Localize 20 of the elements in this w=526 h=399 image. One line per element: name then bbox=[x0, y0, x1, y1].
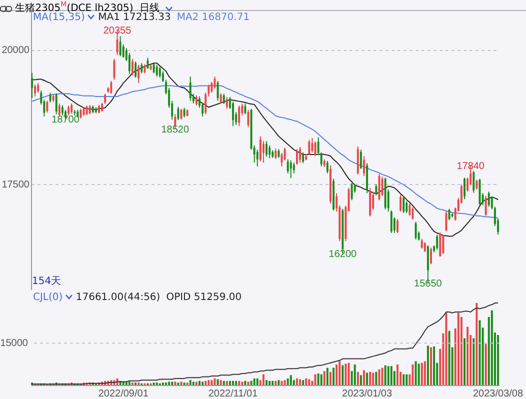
annotation: 18520 bbox=[161, 124, 190, 136]
x-tick-label: 2023/01/03 bbox=[342, 388, 392, 399]
annotation: 17661.00(44:56) bbox=[76, 292, 160, 303]
y-tick-label: 20000 bbox=[2, 45, 30, 56]
text: MA1 17213.33 bbox=[98, 12, 171, 23]
y-tick-label: 17500 bbox=[2, 180, 30, 191]
annotation: 18700 bbox=[52, 114, 80, 126]
annotation: 154天 bbox=[32, 276, 62, 288]
annotation: 17840 bbox=[456, 160, 485, 172]
annotation: OPID 51259.00 bbox=[166, 292, 242, 303]
annotation: 16200 bbox=[328, 248, 358, 260]
x-tick-label: 2022/11/01 bbox=[208, 388, 258, 399]
annotation: 15650 bbox=[414, 278, 442, 290]
x-tick-label: 2022/09/01 bbox=[98, 388, 149, 399]
text: 15000 bbox=[0, 338, 28, 350]
text: MA2 16870.71 bbox=[176, 12, 250, 23]
legend-title: MA(15,35) bbox=[33, 12, 85, 23]
chart-title: CJL(0) bbox=[33, 292, 63, 303]
annotation: 20355 bbox=[103, 26, 132, 37]
x-tick-label: 2023/03/08 bbox=[472, 388, 524, 399]
